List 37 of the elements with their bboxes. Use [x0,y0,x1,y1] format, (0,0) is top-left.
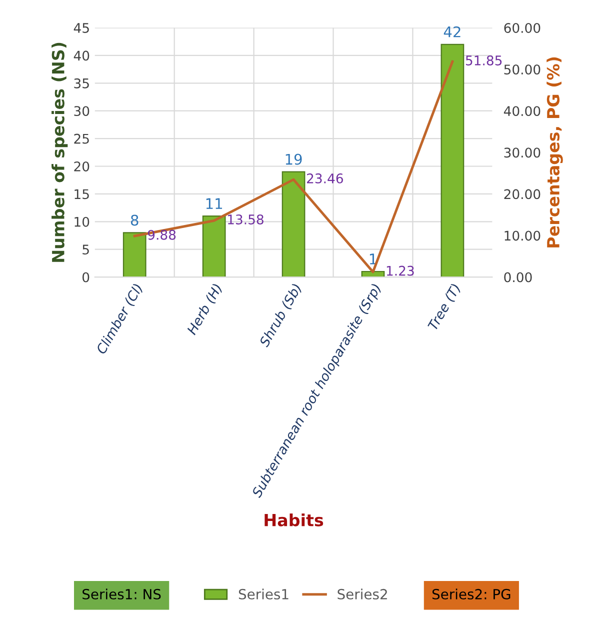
bar [282,171,306,278]
y-tick-label: 40 [74,50,90,61]
data-label: 8 [130,214,138,226]
y2-tick-label: 20.00 [504,189,540,200]
bar [202,216,226,278]
y2-tick-label: 30.00 [504,148,540,158]
y2-axis-title: Percentages, PG (%) [546,57,563,248]
y-axis-title: Number of species (NS) [52,42,68,262]
text: Series1: NS [82,588,161,600]
y-tick-label: 10 [74,216,90,227]
y-tick-label: 20 [74,161,90,172]
text: Series2: PG [432,588,510,600]
y-tick-label: 45 [74,23,89,33]
data-label: 42 [444,26,460,38]
data-label: 11 [206,198,222,209]
y-tick-label: 30 [74,106,90,116]
y-tick-label: 5 [82,244,89,255]
data-label: 23.46 [307,173,343,184]
data-label: 1.23 [386,266,414,276]
legend-label: Series2 [338,588,387,600]
y2-tick-label: 50.00 [504,64,540,75]
y-tick-label: 0 [82,272,90,282]
y2-tick-label: 40.00 [504,106,540,116]
y2-tick-label: 10.00 [504,230,540,241]
data-label: 19 [286,154,302,165]
y-tick-label: 35 [74,78,89,88]
data-label: 13.58 [228,214,264,224]
y-tick-label: 25 [74,134,89,144]
data-label: 9.88 [148,230,176,240]
legend-label: Series1 [238,588,288,600]
x-axis-title: Habits [264,514,324,526]
y2-tick-label: 0.00 [504,272,532,282]
y-tick-label: 15 [74,189,89,200]
data-label: 51.85 [466,55,502,66]
bar [440,44,464,278]
y2-tick-label: 60.00 [504,22,540,33]
bar [122,232,146,278]
